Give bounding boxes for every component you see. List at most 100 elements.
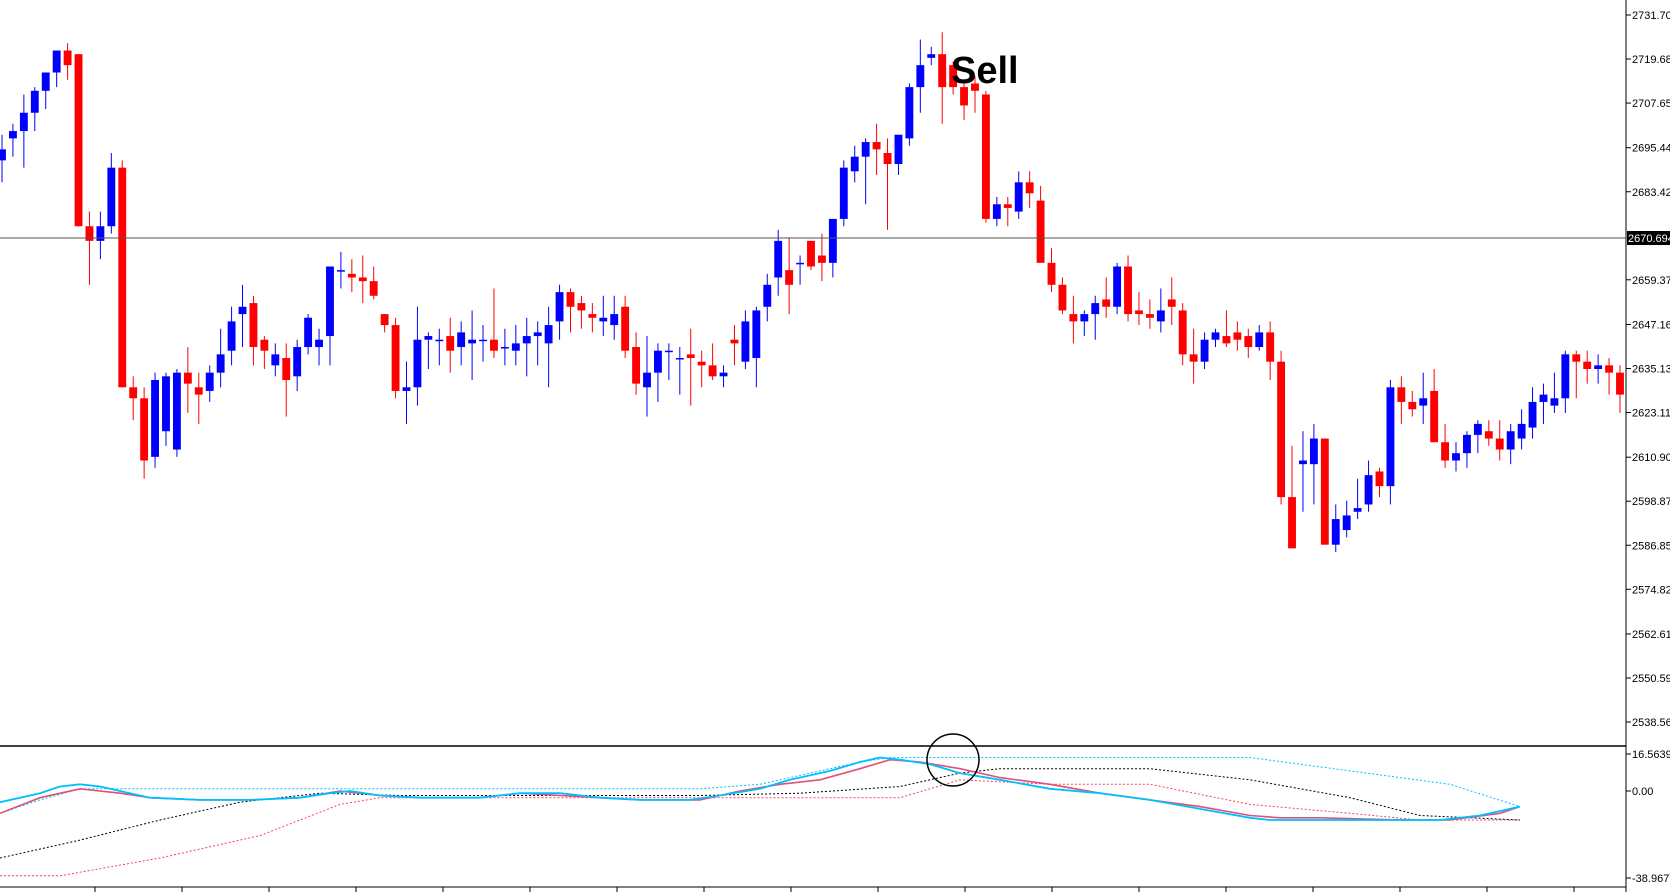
indicator-axis: 16.5639 0.00 -38.9677 [94, 749, 1670, 892]
indicator-dotted-black-line [0, 768, 1521, 859]
indicator-tick-label: 16.5639 [1632, 749, 1670, 761]
candle-body [1080, 314, 1089, 322]
candle-body [41, 72, 50, 91]
price-tick-label: 2586.850 [1632, 540, 1670, 552]
candle-body [730, 339, 739, 344]
price-tick-label: 2550.590 [1632, 673, 1670, 685]
candle-body [326, 266, 334, 337]
price-tick-label: 2719.680 [1632, 54, 1670, 66]
candle-body [446, 336, 455, 351]
candle-body [1200, 339, 1209, 362]
candle-body [1375, 471, 1384, 487]
price-tick-label: 2695.445 [1632, 143, 1670, 155]
candle-body [1506, 431, 1515, 450]
price-tick-label: 2574.825 [1632, 584, 1670, 596]
candle-body [566, 292, 575, 307]
candle-body [632, 347, 641, 384]
price-tick-label: 2683.420 [1632, 187, 1670, 199]
candle-body [96, 226, 105, 241]
candle-body [435, 339, 444, 342]
candle-body [1572, 354, 1581, 362]
candle-body [577, 303, 586, 311]
candle-body [1178, 310, 1187, 355]
candle-body [555, 292, 564, 322]
candle-body [511, 343, 520, 351]
candle-body [763, 284, 772, 307]
candle-body [424, 336, 433, 340]
candle-body [1014, 182, 1023, 212]
candle-body [1069, 314, 1078, 322]
candle-body [752, 310, 761, 359]
price-tick-label: 2538.565 [1632, 717, 1670, 729]
candle-body [960, 87, 968, 106]
candle-body [293, 347, 302, 377]
candle-body [1156, 310, 1165, 322]
candle-body [1605, 365, 1614, 373]
candle-body [1003, 204, 1012, 208]
candle-body [817, 255, 826, 263]
candle-body [1517, 423, 1526, 439]
candle-body [140, 398, 149, 461]
candle-body [19, 112, 28, 132]
candle-body [304, 317, 313, 348]
candle-body [162, 376, 170, 432]
price-tick-label: 2647.160 [1632, 319, 1670, 331]
candle-body [347, 273, 356, 278]
candle-body [1452, 453, 1460, 461]
candle-body [1616, 372, 1624, 395]
candle-body [1299, 460, 1307, 465]
candle-body [1441, 442, 1450, 461]
candle-body [774, 240, 783, 278]
candle-body [938, 54, 947, 88]
indicator-dotted-pink-line [0, 779, 1520, 877]
candle-body [380, 314, 389, 326]
price-tick-label: 2623.110 [1632, 408, 1670, 420]
indicator-dotted-cyan-line [0, 757, 1521, 814]
candle-body [675, 358, 684, 360]
candle-body [457, 332, 466, 348]
candle-body [1353, 508, 1362, 512]
candle-body [8, 131, 17, 139]
candle-body [741, 321, 750, 362]
candle-body [1266, 332, 1275, 362]
candle-body [610, 314, 619, 326]
candle-body [358, 277, 367, 282]
candle-body [402, 387, 411, 391]
candle-body [1550, 398, 1559, 406]
candle-body [1583, 361, 1592, 369]
candle-body [118, 167, 127, 388]
candle-body [949, 65, 958, 88]
candle-body [522, 336, 531, 344]
price-tick-label: 2731.705 [1632, 10, 1670, 22]
candle-body [1463, 434, 1471, 454]
candle-body [1277, 361, 1286, 498]
candle-body [129, 387, 138, 399]
candle-body [1320, 438, 1329, 545]
candle-body [971, 83, 979, 91]
candles-layer [0, 32, 1624, 553]
candle-body [1561, 354, 1570, 399]
candle-body [479, 339, 487, 342]
candle-body [107, 167, 116, 227]
price-tick-label: 2659.370 [1632, 275, 1670, 287]
candle-body [1419, 398, 1428, 406]
candle-body [194, 387, 203, 395]
candle-body [1145, 314, 1154, 318]
candle-body [315, 339, 323, 348]
candle-body [183, 372, 192, 384]
price-tick-label: 2610.900 [1632, 452, 1670, 464]
candle-body [1058, 284, 1067, 311]
candle-body [588, 314, 597, 318]
candle-body [1408, 401, 1417, 410]
candle-body [249, 303, 258, 348]
candle-body [1233, 332, 1242, 340]
candle-body [1102, 299, 1111, 307]
candle-body [992, 204, 1001, 219]
candle-body [85, 226, 94, 241]
candle-body [1495, 438, 1504, 450]
candle-body [1594, 365, 1603, 369]
indicator-fast-line [0, 756, 1521, 821]
candle-body [413, 339, 422, 388]
candle-body [664, 350, 673, 353]
